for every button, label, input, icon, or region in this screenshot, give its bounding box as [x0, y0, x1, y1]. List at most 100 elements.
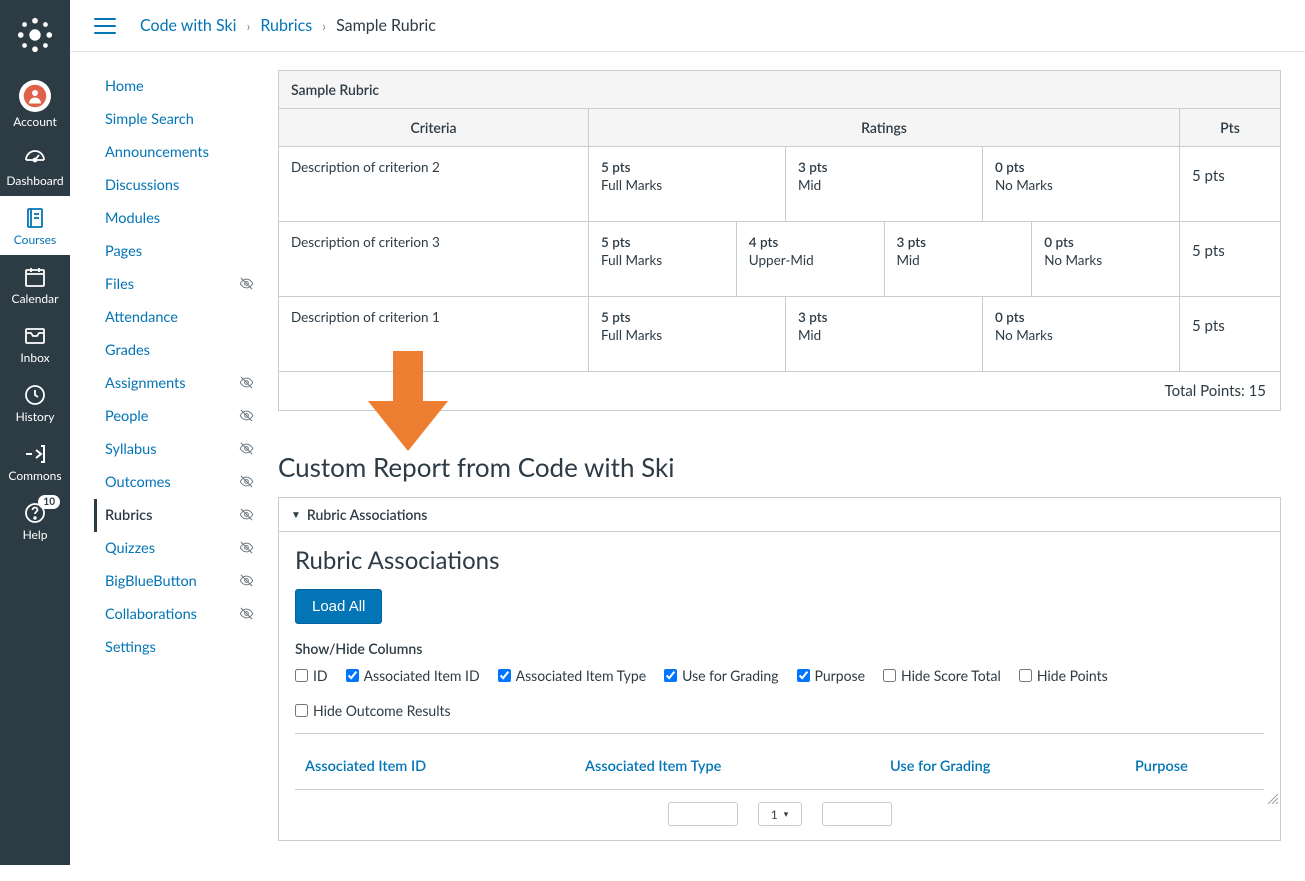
- rating-label: Mid: [798, 177, 970, 193]
- column-toggle-checkbox[interactable]: [498, 669, 511, 682]
- global-nav: Account DashboardCoursesCalendarInboxHist…: [0, 0, 70, 865]
- course-nav-item: Settings: [94, 631, 254, 664]
- column-toggle-checkbox[interactable]: [346, 669, 359, 682]
- rating-cell: 0 ptsNo Marks: [983, 147, 1180, 221]
- rubric-header-criteria: Criteria: [279, 109, 589, 146]
- global-nav-inbox[interactable]: Inbox: [0, 314, 70, 373]
- column-toggle-label: Hide Points: [1037, 667, 1108, 684]
- column-toggle[interactable]: Hide Score Total: [883, 667, 1001, 684]
- course-nav-item: Attendance: [94, 301, 254, 334]
- course-nav-link[interactable]: Discussions: [94, 169, 254, 202]
- global-nav-account[interactable]: Account: [0, 70, 70, 137]
- course-nav-link[interactable]: People: [94, 400, 254, 433]
- course-nav-link[interactable]: Collaborations: [94, 598, 254, 631]
- course-nav-link[interactable]: Simple Search: [94, 103, 254, 136]
- global-nav-history[interactable]: History: [0, 373, 70, 432]
- rating-cell: 3 pts Mid: [786, 147, 983, 221]
- ratings-container: 5 ptsFull Marks3 ptsMid0 ptsNo Marks: [589, 297, 1180, 371]
- global-nav-calendar[interactable]: Calendar: [0, 255, 70, 314]
- course-nav-link[interactable]: Outcomes: [94, 466, 254, 499]
- global-nav-dashboard[interactable]: Dashboard: [0, 137, 70, 196]
- course-nav-link[interactable]: Settings: [94, 631, 254, 664]
- course-nav-item: People: [94, 400, 254, 433]
- column-toggle[interactable]: Associated Item Type: [498, 667, 647, 684]
- row-pts: 5 pts: [1180, 222, 1280, 296]
- rating-label: Mid: [798, 327, 970, 343]
- course-nav-link[interactable]: Attendance: [94, 301, 254, 334]
- details-summary[interactable]: Rubric Associations: [279, 498, 1280, 532]
- course-nav-item: Collaborations: [94, 598, 254, 631]
- table-header-col[interactable]: Purpose: [1135, 758, 1254, 775]
- hidden-eye-icon: [239, 606, 254, 624]
- course-nav-link[interactable]: Announcements: [94, 136, 254, 169]
- column-toggle[interactable]: Hide Points: [1019, 667, 1108, 684]
- course-nav-link[interactable]: Files: [94, 268, 254, 301]
- global-nav-help[interactable]: 10Help: [0, 491, 70, 550]
- chevron-down-icon: ▾: [784, 808, 789, 820]
- course-nav-link[interactable]: Assignments: [94, 367, 254, 400]
- course-nav-item: Grades: [94, 334, 254, 367]
- courses-icon: [0, 206, 70, 230]
- column-toggle[interactable]: Associated Item ID: [346, 667, 480, 684]
- rating-pts: 3 pts: [798, 159, 970, 175]
- column-toggle-checkbox[interactable]: [1019, 669, 1032, 682]
- global-nav-courses[interactable]: Courses: [0, 196, 70, 255]
- course-nav-link[interactable]: Modules: [94, 202, 254, 235]
- criterion-desc: Description of criterion 3: [279, 222, 589, 296]
- breadcrumb-link-1[interactable]: Rubrics: [260, 16, 312, 35]
- table-header-col[interactable]: Associated Item ID: [305, 758, 585, 775]
- rubric-header-ratings: Ratings: [589, 109, 1180, 146]
- row-pts: 5 pts: [1180, 297, 1280, 371]
- column-toggle[interactable]: ID: [295, 667, 328, 684]
- breadcrumb-current: Sample Rubric: [336, 16, 436, 35]
- hidden-eye-icon: [239, 474, 254, 492]
- rating-cell: 5 ptsFull Marks: [589, 147, 786, 221]
- checkbox-row: ID Associated Item ID Associated Item Type…: [295, 667, 1264, 734]
- criterion-desc: Description of criterion 2: [279, 147, 589, 221]
- column-toggle-checkbox[interactable]: [883, 669, 896, 682]
- course-nav-item: Files: [94, 268, 254, 301]
- resize-grip-icon[interactable]: [1266, 792, 1278, 804]
- course-nav-link[interactable]: Pages: [94, 235, 254, 268]
- pager-next-button[interactable]: [822, 802, 892, 826]
- content-columns: HomeSimple SearchAnnouncementsDiscussion…: [70, 52, 1305, 881]
- hamburger-icon[interactable]: [94, 18, 116, 34]
- commons-icon: [0, 442, 70, 466]
- course-nav-link[interactable]: BigBlueButton: [94, 565, 254, 598]
- canvas-logo[interactable]: [0, 0, 70, 70]
- rating-pts: 3 pts: [798, 309, 970, 325]
- course-nav-link[interactable]: Quizzes: [94, 532, 254, 565]
- column-toggle-checkbox[interactable]: [664, 669, 677, 682]
- course-nav-item: Pages: [94, 235, 254, 268]
- table-header-col[interactable]: Associated Item Type: [585, 758, 890, 775]
- show-hide-columns-label: Show/Hide Columns: [295, 640, 1264, 657]
- column-toggle[interactable]: Hide Outcome Results: [295, 702, 451, 719]
- load-all-button[interactable]: Load All: [295, 589, 382, 624]
- rating-pts: 0 pts: [995, 309, 1167, 325]
- course-nav-link[interactable]: Syllabus: [94, 433, 254, 466]
- column-toggle-checkbox[interactable]: [295, 669, 308, 682]
- pager-page-select[interactable]: 1 ▾: [758, 802, 802, 826]
- main-content: Code with Ski › Rubrics › Sample Rubric …: [70, 0, 1305, 881]
- rating-cell: 0 ptsNo Marks: [983, 297, 1180, 371]
- course-nav-link[interactable]: Rubrics: [94, 499, 254, 532]
- rating-label: Full Marks: [601, 327, 773, 343]
- breadcrumb-link-0[interactable]: Code with Ski: [140, 16, 236, 35]
- table-header-col[interactable]: Use for Grading: [890, 758, 1135, 775]
- account-icon: [0, 80, 70, 112]
- column-toggle-checkbox[interactable]: [797, 669, 810, 682]
- nav-label: Account: [0, 114, 70, 129]
- rating-cell: 4 ptsUpper-Mid: [737, 222, 885, 296]
- rating-label: No Marks: [995, 177, 1167, 193]
- hidden-eye-icon: [239, 507, 254, 525]
- course-nav-link[interactable]: Grades: [94, 334, 254, 367]
- course-nav-item: Announcements: [94, 136, 254, 169]
- course-nav-item: Assignments: [94, 367, 254, 400]
- global-nav-commons[interactable]: Commons: [0, 432, 70, 491]
- pager-prev-button[interactable]: [668, 802, 738, 826]
- column-toggle-checkbox[interactable]: [295, 704, 308, 717]
- column-toggle[interactable]: Purpose: [797, 667, 865, 684]
- course-nav-link[interactable]: Home: [94, 70, 254, 103]
- column-toggle[interactable]: Use for Grading: [664, 667, 778, 684]
- course-nav-item: Syllabus: [94, 433, 254, 466]
